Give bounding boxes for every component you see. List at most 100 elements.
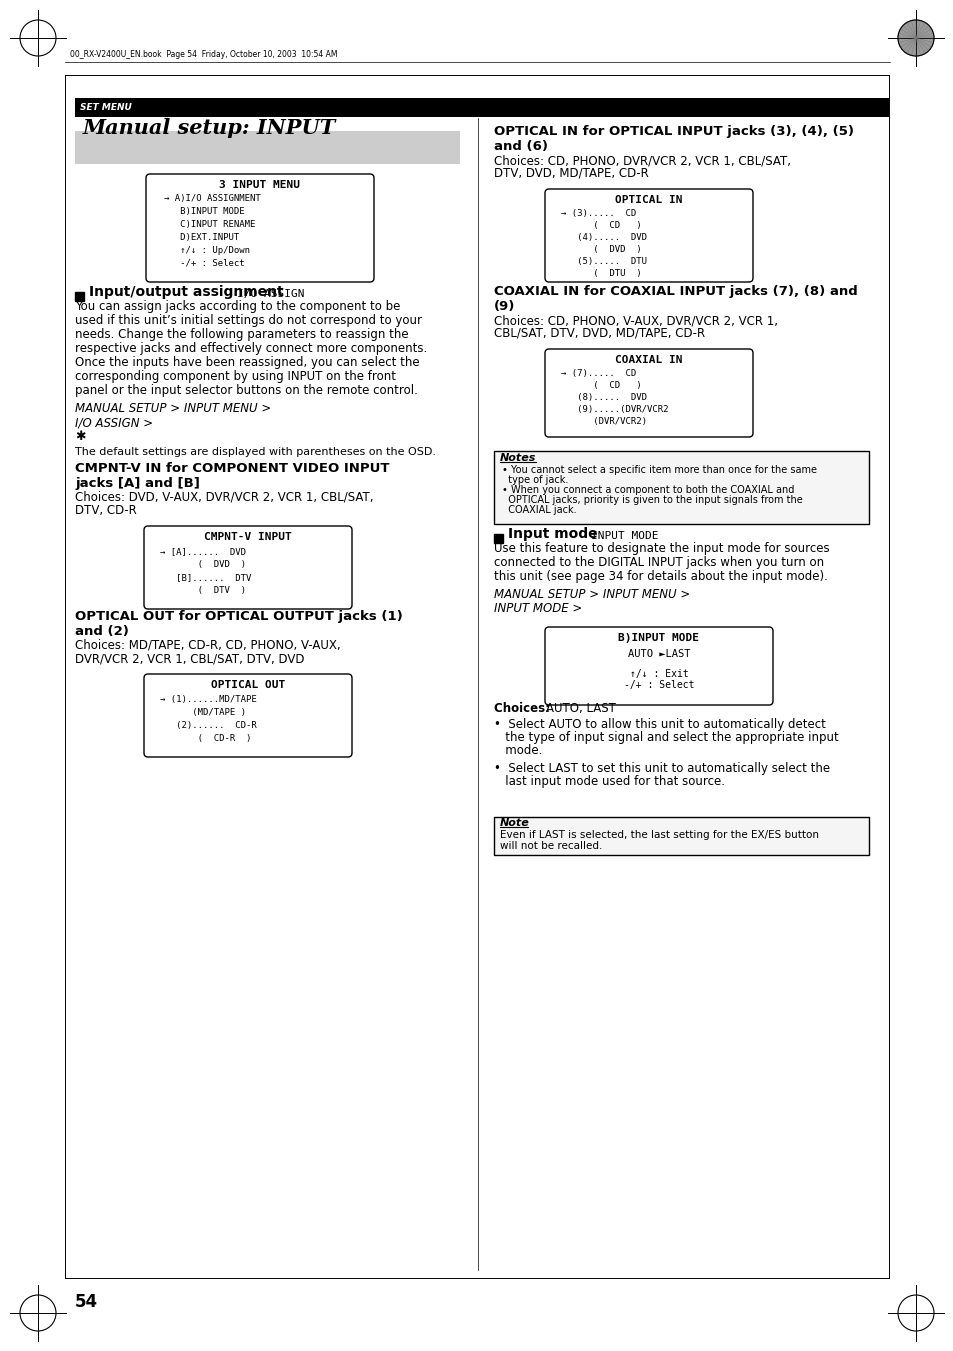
Text: Note: Note: [499, 817, 529, 828]
Text: (2)......  CD-R: (2)...... CD-R: [160, 721, 256, 730]
Text: → [A]......  DVD: → [A]...... DVD: [160, 547, 246, 557]
Text: 54: 54: [75, 1293, 98, 1310]
Text: Manual setup: INPUT: Manual setup: INPUT: [83, 118, 335, 138]
Text: AUTO ►LAST: AUTO ►LAST: [627, 648, 690, 659]
Text: B)INPUT MODE: B)INPUT MODE: [164, 207, 244, 216]
Text: (  CD-R  ): ( CD-R ): [160, 734, 251, 743]
Bar: [494, 451, 868, 524]
Text: → (3).....  CD: → (3)..... CD: [560, 209, 636, 218]
Text: (4).....  DVD: (4)..... DVD: [560, 232, 646, 242]
Text: (9).....(DVR/VCR2: (9).....(DVR/VCR2: [560, 405, 668, 413]
Text: MANUAL SETUP > INPUT MENU >: MANUAL SETUP > INPUT MENU >: [75, 403, 271, 415]
Text: SET MENU: SET MENU: [80, 103, 132, 112]
Bar: [75, 131, 459, 163]
Text: ✱: ✱: [75, 430, 86, 443]
Text: -/+ : Select: -/+ : Select: [164, 259, 244, 267]
Text: AUTO, LAST: AUTO, LAST: [545, 703, 616, 715]
Text: (DVR/VCR2): (DVR/VCR2): [560, 417, 646, 426]
Text: • You cannot select a specific item more than once for the same: • You cannot select a specific item more…: [501, 465, 816, 476]
FancyBboxPatch shape: [544, 189, 752, 282]
Bar: [494, 817, 868, 855]
Text: (  DVD  ): ( DVD ): [160, 561, 246, 569]
Text: (MD/TAPE ): (MD/TAPE ): [160, 708, 246, 717]
Text: •  Select LAST to set this unit to automatically select the: • Select LAST to set this unit to automa…: [494, 762, 829, 775]
Text: OPTICAL IN for OPTICAL INPUT jacks (3), (4), (5): OPTICAL IN for OPTICAL INPUT jacks (3), …: [494, 126, 853, 138]
Text: Choices: DVD, V-AUX, DVR/VCR 2, VCR 1, CBL/SAT,: Choices: DVD, V-AUX, DVR/VCR 2, VCR 1, C…: [75, 490, 374, 504]
Text: (  DTU  ): ( DTU ): [560, 269, 641, 278]
Text: (9): (9): [494, 300, 515, 313]
Text: jacks [A] and [B]: jacks [A] and [B]: [75, 477, 200, 490]
Text: (5).....  DTU: (5)..... DTU: [560, 257, 646, 266]
Text: OPTICAL IN: OPTICAL IN: [615, 195, 682, 205]
Text: Choices:: Choices:: [494, 703, 554, 715]
Text: → (7).....  CD: → (7)..... CD: [560, 369, 636, 378]
Text: connected to the DIGITAL INPUT jacks when you turn on: connected to the DIGITAL INPUT jacks whe…: [494, 557, 823, 569]
Text: (  DVD  ): ( DVD ): [560, 245, 641, 254]
Text: DVR/VCR 2, VCR 1, CBL/SAT, DTV, DVD: DVR/VCR 2, VCR 1, CBL/SAT, DTV, DVD: [75, 653, 304, 665]
Text: COAXIAL IN: COAXIAL IN: [615, 355, 682, 365]
Text: D)EXT.INPUT: D)EXT.INPUT: [164, 232, 239, 242]
Text: 00_RX-V2400U_EN.book  Page 54  Friday, October 10, 2003  10:54 AM: 00_RX-V2400U_EN.book Page 54 Friday, Oct…: [70, 50, 337, 59]
Text: I/O ASSIGN >: I/O ASSIGN >: [75, 416, 153, 430]
Text: Even if LAST is selected, the last setting for the EX/ES button: Even if LAST is selected, the last setti…: [499, 830, 818, 840]
Text: DTV, DVD, MD/TAPE, CD-R: DTV, DVD, MD/TAPE, CD-R: [494, 168, 648, 180]
Text: I/O ASSIGN: I/O ASSIGN: [236, 289, 304, 299]
Text: will not be recalled.: will not be recalled.: [499, 842, 601, 851]
Text: Choices: MD/TAPE, CD-R, CD, PHONO, V-AUX,: Choices: MD/TAPE, CD-R, CD, PHONO, V-AUX…: [75, 639, 340, 653]
Text: (  DTV  ): ( DTV ): [160, 586, 246, 594]
Text: CBL/SAT, DTV, DVD, MD/TAPE, CD-R: CBL/SAT, DTV, DVD, MD/TAPE, CD-R: [494, 327, 704, 340]
Text: The default settings are displayed with parentheses on the OSD.: The default settings are displayed with …: [75, 447, 436, 457]
Text: needs. Change the following parameters to reassign the: needs. Change the following parameters t…: [75, 328, 408, 340]
Text: last input mode used for that source.: last input mode used for that source.: [494, 775, 724, 788]
Text: ↑/↓ : Up/Down: ↑/↓ : Up/Down: [164, 246, 250, 255]
Text: ↑/↓ : Exit: ↑/↓ : Exit: [629, 669, 688, 680]
Text: mode.: mode.: [494, 744, 542, 757]
Text: Notes: Notes: [499, 453, 536, 463]
Text: • When you connect a component to both the COAXIAL and: • When you connect a component to both t…: [501, 485, 794, 494]
Text: (8).....  DVD: (8)..... DVD: [560, 393, 646, 403]
Circle shape: [897, 20, 933, 55]
Text: respective jacks and effectively connect more components.: respective jacks and effectively connect…: [75, 342, 427, 355]
Text: CMPNT-V INPUT: CMPNT-V INPUT: [204, 532, 292, 542]
Text: INPUT MODE >: INPUT MODE >: [494, 603, 581, 615]
Text: this unit (see page 34 for details about the input mode).: this unit (see page 34 for details about…: [494, 570, 827, 584]
FancyBboxPatch shape: [144, 674, 352, 757]
Text: and (6): and (6): [494, 141, 547, 153]
Text: → A)I/O ASSIGNMENT: → A)I/O ASSIGNMENT: [164, 195, 260, 203]
FancyBboxPatch shape: [544, 349, 752, 436]
Text: •  Select AUTO to allow this unit to automatically detect: • Select AUTO to allow this unit to auto…: [494, 717, 825, 731]
Text: the type of input signal and select the appropriate input: the type of input signal and select the …: [494, 731, 838, 744]
Text: COAXIAL IN for COAXIAL INPUT jacks (7), (8) and: COAXIAL IN for COAXIAL INPUT jacks (7), …: [494, 285, 857, 299]
FancyBboxPatch shape: [146, 174, 374, 282]
Text: corresponding component by using INPUT on the front: corresponding component by using INPUT o…: [75, 370, 395, 382]
Text: 3 INPUT MENU: 3 INPUT MENU: [219, 180, 300, 190]
Text: (  CD   ): ( CD ): [560, 381, 641, 390]
Text: and (2): and (2): [75, 626, 129, 638]
Text: → (1)......MD/TAPE: → (1)......MD/TAPE: [160, 694, 256, 704]
Text: OPTICAL OUT: OPTICAL OUT: [211, 680, 285, 690]
Text: Once the inputs have been reassigned, you can select the: Once the inputs have been reassigned, yo…: [75, 357, 419, 369]
Text: Choices: CD, PHONO, DVR/VCR 2, VCR 1, CBL/SAT,: Choices: CD, PHONO, DVR/VCR 2, VCR 1, CB…: [494, 154, 790, 168]
FancyBboxPatch shape: [544, 627, 772, 705]
Bar: [75, 292, 84, 301]
Text: panel or the input selector buttons on the remote control.: panel or the input selector buttons on t…: [75, 384, 417, 397]
Text: C)INPUT RENAME: C)INPUT RENAME: [164, 220, 255, 230]
Text: type of jack.: type of jack.: [501, 476, 568, 485]
Text: Choices: CD, PHONO, V-AUX, DVR/VCR 2, VCR 1,: Choices: CD, PHONO, V-AUX, DVR/VCR 2, VC…: [494, 313, 778, 327]
Text: OPTICAL jacks, priority is given to the input signals from the: OPTICAL jacks, priority is given to the …: [501, 494, 801, 505]
Bar: [494, 534, 502, 543]
Text: You can assign jacks according to the component to be: You can assign jacks according to the co…: [75, 300, 400, 313]
Text: DTV, CD-R: DTV, CD-R: [75, 504, 136, 517]
Text: Input/output assignment: Input/output assignment: [89, 285, 283, 299]
Text: INPUT MODE: INPUT MODE: [590, 531, 658, 540]
Text: Use this feature to designate the input mode for sources: Use this feature to designate the input …: [494, 542, 829, 555]
Text: Input mode: Input mode: [507, 527, 597, 540]
Text: B)INPUT MODE: B)INPUT MODE: [618, 634, 699, 643]
Text: used if this unit’s initial settings do not correspond to your: used if this unit’s initial settings do …: [75, 313, 421, 327]
Text: OPTICAL OUT for OPTICAL OUTPUT jacks (1): OPTICAL OUT for OPTICAL OUTPUT jacks (1): [75, 611, 402, 623]
Bar: [75, 99, 888, 118]
Text: [B]......  DTV: [B]...... DTV: [160, 573, 251, 582]
Text: -/+ : Select: -/+ : Select: [623, 680, 694, 690]
Text: MANUAL SETUP > INPUT MENU >: MANUAL SETUP > INPUT MENU >: [494, 588, 690, 601]
Text: (  CD   ): ( CD ): [560, 222, 641, 230]
